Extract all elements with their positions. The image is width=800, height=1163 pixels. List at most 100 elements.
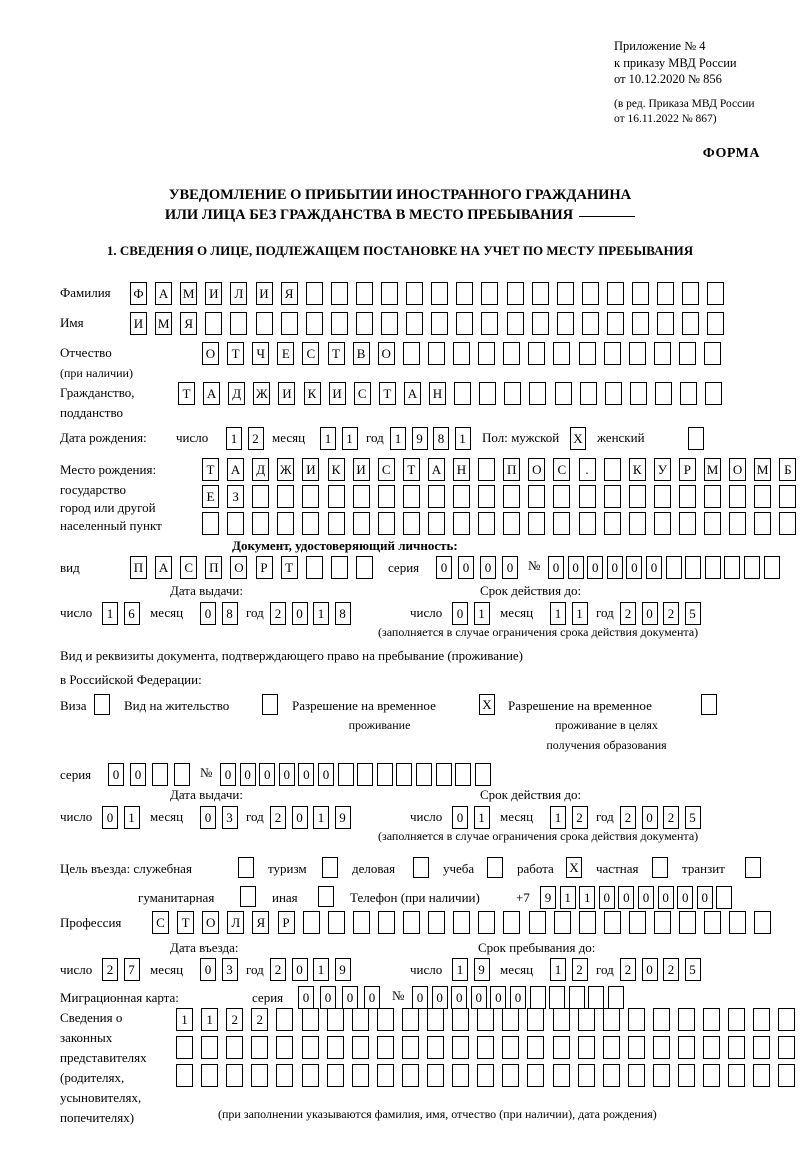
legal-rep-row-1-cell[interactable] <box>276 1008 294 1031</box>
birth-place-row-2-cell[interactable] <box>453 485 470 508</box>
profession-boxes-cell[interactable] <box>453 911 471 934</box>
doc-issue-year-cell[interactable]: 2 <box>270 602 286 625</box>
permit-issue-day-cell[interactable]: 1 <box>123 806 140 829</box>
entry-day-cell[interactable]: 2 <box>102 958 118 981</box>
doc-number-cell[interactable] <box>724 556 741 579</box>
profession-boxes-cell[interactable] <box>503 911 521 934</box>
legal-rep-row-3-cell[interactable] <box>427 1064 444 1087</box>
doc-kind-boxes-cell[interactable]: П <box>130 556 147 579</box>
surname-boxes-cell[interactable] <box>707 282 725 305</box>
name-boxes-cell[interactable]: Я <box>180 312 198 335</box>
legal-rep-row-3-cell[interactable] <box>703 1064 721 1087</box>
doc-issue-year-cell[interactable]: 1 <box>313 602 329 625</box>
mcard-series-cell[interactable]: 0 <box>342 986 358 1009</box>
legal-rep-row-1-cell[interactable] <box>301 1008 319 1031</box>
citizenship-boxes-cell[interactable] <box>654 382 672 405</box>
birth-place-row-1-cell[interactable]: Т <box>402 458 420 481</box>
birth-place-row-1-cell[interactable]: Т <box>202 458 219 481</box>
doc-number-cell[interactable]: 0 <box>548 556 564 579</box>
profession-boxes-cell[interactable]: С <box>152 911 169 934</box>
birth-place-row-3-cell[interactable] <box>277 512 295 535</box>
mcard-number-cell[interactable] <box>568 986 585 1009</box>
legal-rep-row-3-cell[interactable] <box>502 1064 520 1087</box>
doc-issue-month-cell[interactable]: 0 <box>200 602 216 625</box>
mcard-number-cell[interactable] <box>549 986 566 1009</box>
birth-place-row-2-cell[interactable] <box>252 485 270 508</box>
patronymic-boxes-cell[interactable] <box>503 342 521 365</box>
doc-kind-boxes-cell[interactable]: Р <box>255 556 273 579</box>
patronymic-boxes-cell[interactable] <box>603 342 621 365</box>
birth-place-row-2-cell[interactable]: З <box>227 485 245 508</box>
purpose-study-checkbox[interactable] <box>487 857 503 878</box>
doc-issue-day-cell[interactable]: 1 <box>102 602 118 625</box>
legal-rep-row-1-cell[interactable]: 2 <box>251 1008 269 1031</box>
doc-kind-boxes-cell[interactable]: Т <box>280 556 298 579</box>
surname-boxes-cell[interactable]: А <box>155 282 173 305</box>
patronymic-boxes-cell[interactable] <box>628 342 646 365</box>
mcard-series-cell[interactable]: 0 <box>298 986 314 1009</box>
stay-year-cell[interactable]: 0 <box>641 958 658 981</box>
profession-boxes-cell[interactable] <box>553 911 571 934</box>
surname-boxes-cell[interactable] <box>531 282 549 305</box>
birth-place-row-3-cell[interactable] <box>503 512 521 535</box>
permit-number-cell[interactable] <box>474 763 491 786</box>
doc-number-cell[interactable]: 0 <box>646 556 662 579</box>
name-boxes-cell[interactable] <box>305 312 323 335</box>
doc-series-cell[interactable]: 0 <box>458 556 474 579</box>
birth-place-row-2-cell[interactable] <box>402 485 420 508</box>
birth-place-row-1-cell[interactable]: Д <box>252 458 270 481</box>
citizenship-boxes-cell[interactable] <box>529 382 547 405</box>
birth-place-row-1-cell[interactable]: К <box>327 458 345 481</box>
doc-issue-year-cell[interactable]: 0 <box>291 602 308 625</box>
profession-boxes-cell[interactable] <box>679 911 697 934</box>
doc-number-cell[interactable]: 0 <box>567 556 584 579</box>
legal-rep-row-2-cell[interactable] <box>728 1036 746 1059</box>
doc-kind-boxes-cell[interactable]: А <box>155 556 173 579</box>
birth-place-row-3-cell[interactable] <box>653 512 671 535</box>
legal-rep-row-1-cell[interactable] <box>703 1008 721 1031</box>
permit-issue-month-cell[interactable]: 3 <box>221 806 238 829</box>
legal-rep-row-2-cell[interactable] <box>477 1036 495 1059</box>
name-boxes-cell[interactable] <box>581 312 599 335</box>
surname-boxes-cell[interactable] <box>431 282 449 305</box>
legal-rep-row-2-cell[interactable] <box>703 1036 721 1059</box>
birth-place-row-1-cell[interactable] <box>478 458 496 481</box>
profession-boxes-cell[interactable] <box>704 911 722 934</box>
name-boxes-cell[interactable] <box>506 312 524 335</box>
permit-series-cell[interactable]: 0 <box>130 763 146 786</box>
mcard-number-cell[interactable] <box>529 986 546 1009</box>
legal-rep-row-3-cell[interactable] <box>176 1064 193 1087</box>
permit-number-cell[interactable] <box>455 763 472 786</box>
phone-digits-cell[interactable]: 0 <box>618 886 635 909</box>
citizenship-boxes-cell[interactable]: С <box>353 382 371 405</box>
profession-boxes-cell[interactable]: О <box>202 911 220 934</box>
doc-kind-boxes-cell[interactable]: О <box>230 556 248 579</box>
surname-boxes-cell[interactable]: Я <box>280 282 298 305</box>
birth-place-row-2-cell[interactable] <box>628 485 646 508</box>
name-boxes-cell[interactable]: М <box>155 312 173 335</box>
legal-rep-row-1-cell[interactable] <box>452 1008 470 1031</box>
birth-place-row-1-cell[interactable]: . <box>578 458 596 481</box>
name-boxes-cell[interactable] <box>456 312 474 335</box>
citizenship-boxes-cell[interactable]: Ж <box>253 382 271 405</box>
surname-boxes-cell[interactable]: И <box>255 282 273 305</box>
doc-series-cell[interactable]: 0 <box>480 556 496 579</box>
birth-place-row-1-cell[interactable] <box>603 458 621 481</box>
profession-boxes-cell[interactable] <box>478 911 496 934</box>
legal-rep-row-2-cell[interactable] <box>301 1036 319 1059</box>
legal-rep-row-1-cell[interactable] <box>477 1008 495 1031</box>
birth-place-row-2-cell[interactable] <box>678 485 696 508</box>
name-boxes-cell[interactable] <box>355 312 373 335</box>
birth-year-cell[interactable]: 1 <box>454 427 471 450</box>
mcard-number-cell[interactable] <box>608 986 624 1009</box>
surname-boxes-cell[interactable] <box>632 282 649 305</box>
permit-issue-year-cell[interactable]: 1 <box>313 806 329 829</box>
citizenship-boxes-cell[interactable] <box>629 382 647 405</box>
birth-place-row-3-cell[interactable] <box>402 512 420 535</box>
legal-rep-row-1-cell[interactable]: 2 <box>226 1008 244 1031</box>
purpose-private-checkbox[interactable] <box>652 857 668 878</box>
legal-rep-row-3-cell[interactable] <box>301 1064 319 1087</box>
patronymic-boxes-cell[interactable]: О <box>377 342 395 365</box>
purpose-transit-checkbox[interactable] <box>745 857 761 878</box>
purpose-tourism-checkbox[interactable] <box>322 857 338 878</box>
